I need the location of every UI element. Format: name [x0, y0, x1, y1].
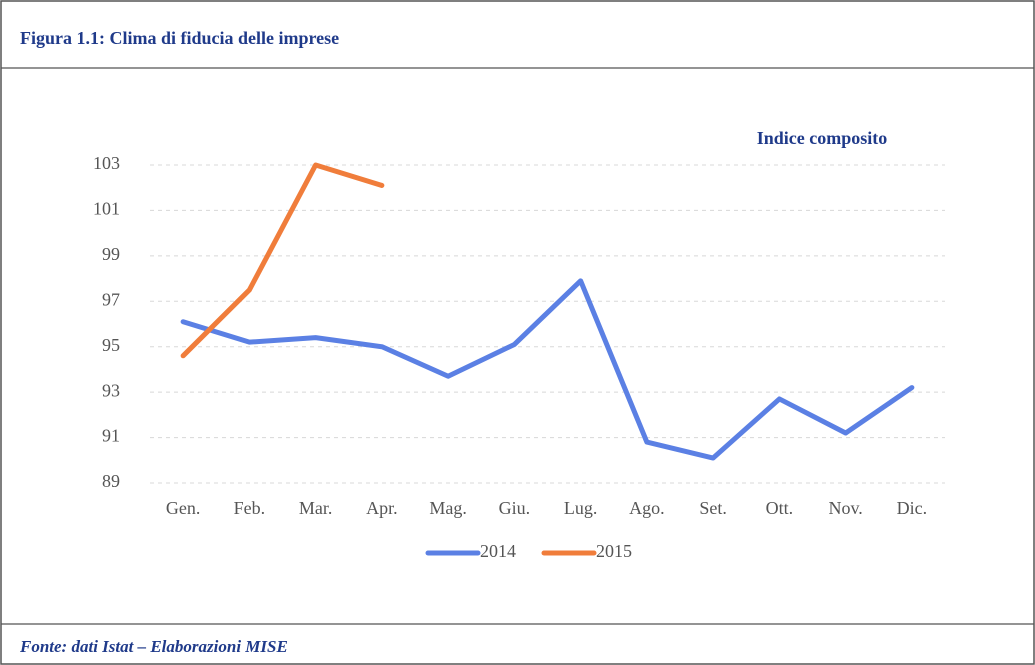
y-tick-label: 89: [102, 471, 120, 491]
x-tick-label: Mar.: [299, 498, 333, 518]
legend-label: 2015: [596, 541, 632, 561]
series-line: [180, 162, 385, 359]
y-tick-label: 101: [93, 199, 120, 219]
x-tick-label: Set.: [699, 498, 727, 518]
y-tick-label: 93: [102, 380, 120, 400]
x-tick-label: Feb.: [234, 498, 266, 518]
x-tick-label: Lug.: [564, 498, 598, 518]
legend-label: 2014: [480, 541, 516, 561]
y-tick-label: 91: [102, 426, 120, 446]
source-note: Fonte: dati Istat – Elaborazioni MISE: [19, 637, 288, 656]
y-tick-label: 99: [102, 244, 120, 264]
series-line: [180, 278, 915, 461]
y-tick-label: 103: [93, 153, 120, 173]
figure-title: Figura 1.1: Clima di fiducia delle impre…: [20, 28, 339, 48]
x-tick-label: Mag.: [429, 498, 467, 518]
x-tick-label: Nov.: [828, 498, 862, 518]
y-tick-label: 95: [102, 335, 120, 355]
x-tick-label: Gen.: [166, 498, 201, 518]
x-tick-label: Dic.: [897, 498, 928, 518]
x-tick-label: Ago.: [629, 498, 665, 518]
x-tick-label: Apr.: [366, 498, 398, 518]
x-tick-label: Giu.: [499, 498, 531, 518]
y-tick-label: 97: [102, 289, 120, 309]
chart-subtitle: Indice composito: [757, 128, 888, 148]
x-tick-label: Ott.: [766, 498, 794, 518]
